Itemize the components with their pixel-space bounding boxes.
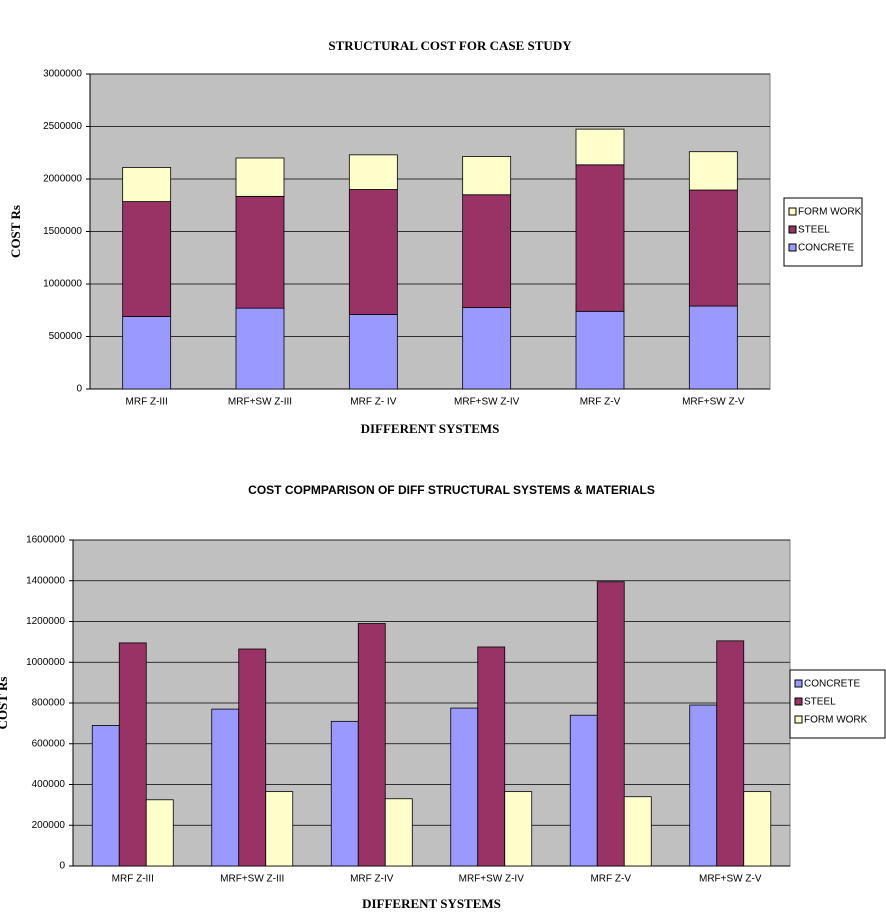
bar	[145, 799, 174, 867]
y-tick-label: 800000	[32, 698, 66, 709]
legend-label: CONCRETE	[798, 243, 854, 254]
y-tick-label: 600000	[32, 738, 66, 749]
x-tick-label: MRF+SW Z-IV	[459, 874, 525, 885]
bar	[716, 640, 745, 867]
bar	[238, 648, 267, 867]
legend-swatch	[788, 243, 797, 252]
y-axis-label: COST Rs	[8, 205, 23, 258]
x-tick-label: MRF Z-V	[580, 397, 621, 408]
y-tick-label: 2000000	[43, 174, 82, 185]
x-tick-label: MRF Z- IV	[350, 397, 396, 408]
bar	[118, 642, 147, 867]
legend-box	[783, 197, 863, 267]
legend-box	[789, 669, 886, 739]
x-tick-label: MRF Z-IV	[350, 874, 394, 885]
bar-segment	[575, 128, 625, 166]
x-tick-label: MRF+SW Z-III	[220, 874, 284, 885]
bar	[384, 798, 413, 867]
y-tick-label: 500000	[49, 331, 83, 342]
y-tick-label: 400000	[32, 779, 66, 790]
x-tick-label: MRF Z-V	[590, 874, 631, 885]
legend-swatch	[788, 225, 797, 234]
bar-segment	[575, 310, 625, 390]
y-tick-label: 1500000	[43, 226, 82, 237]
bar	[211, 708, 240, 867]
bar-segment	[688, 305, 738, 390]
x-tick-label: MRF+SW Z-V	[682, 397, 745, 408]
y-tick-label: 0	[76, 384, 82, 395]
chart-title: COST COPMPARISON OF DIFF STRUCTURAL SYST…	[248, 483, 655, 497]
y-tick-label: 2500000	[43, 121, 82, 132]
bar-segment	[575, 164, 625, 312]
y-tick-label: 1200000	[26, 616, 65, 627]
y-axis-label: COST Rs	[0, 677, 10, 730]
bar-segment	[688, 189, 738, 307]
bar	[689, 704, 718, 867]
bar	[596, 581, 625, 867]
bar	[91, 725, 120, 867]
x-tick-label: MRF+SW Z-V	[699, 874, 762, 885]
bar-segment	[235, 307, 285, 390]
bar-segment	[462, 156, 512, 196]
y-tick-label: 1000000	[43, 279, 82, 290]
legend-label: STEEL	[798, 225, 830, 236]
bar	[504, 791, 533, 867]
bar	[477, 646, 506, 867]
bar	[569, 714, 598, 867]
y-tick-label: 1400000	[26, 575, 65, 586]
y-tick-label: 0	[59, 861, 65, 872]
bar	[743, 791, 772, 867]
bar-segment	[122, 167, 172, 202]
legend-label: FORM WORK	[804, 715, 868, 726]
bar-segment	[348, 154, 398, 190]
bar	[450, 707, 479, 867]
bar	[330, 720, 359, 867]
legend-swatch	[794, 679, 803, 688]
bar	[357, 623, 386, 867]
x-tick-label: MRF Z-III	[112, 874, 154, 885]
legend-swatch	[794, 715, 803, 724]
bar	[265, 791, 294, 867]
y-tick-label: 1600000	[26, 535, 65, 546]
bar-segment	[235, 157, 285, 197]
x-tick-label: MRF+SW Z-IV	[454, 397, 520, 408]
legend-label: STEEL	[804, 697, 836, 708]
x-axis-label: DIFFERENT SYSTEMS	[361, 421, 500, 436]
legend-swatch	[794, 697, 803, 706]
legend-label: FORM WORK	[798, 207, 862, 218]
bar-segment	[122, 201, 172, 317]
bar-segment	[688, 151, 738, 191]
bar-segment	[122, 316, 172, 390]
legend-label: CONCRETE	[804, 679, 860, 690]
y-tick-label: 1000000	[26, 657, 65, 668]
x-axis-label: DIFFERENT SYSTEMS	[362, 896, 501, 911]
legend-swatch	[788, 207, 797, 216]
y-tick-label: 3000000	[43, 69, 82, 80]
y-tick-label: 200000	[32, 820, 66, 831]
bar-segment	[462, 307, 512, 390]
x-tick-label: MRF+SW Z-III	[228, 397, 292, 408]
bar-segment	[348, 189, 398, 315]
bar	[623, 796, 652, 867]
bar-segment	[462, 194, 512, 309]
chart-title: STRUCTURAL COST FOR CASE STUDY	[328, 38, 572, 53]
bar-segment	[348, 314, 398, 390]
x-tick-label: MRF Z-III	[126, 397, 168, 408]
bar-segment	[235, 195, 285, 309]
